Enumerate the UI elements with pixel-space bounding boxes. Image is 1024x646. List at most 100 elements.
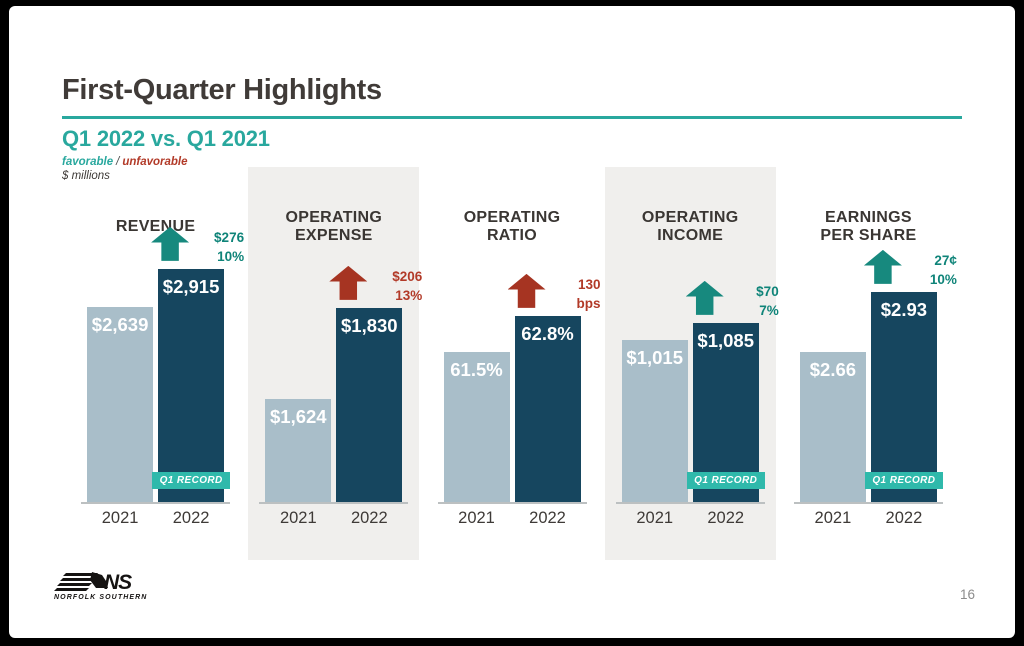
change-indicator-operating-ratio: 130 bps — [507, 273, 601, 314]
metric-title-line: EARNINGS — [824, 208, 912, 226]
bar-2021-operating-expense: $1,624 — [265, 399, 332, 503]
axis-baseline — [615, 502, 765, 504]
year-label-2021: 2021 — [458, 509, 495, 527]
bar-chart-revenue: $2,639 $2,915 $276 10% Q1 RECORD — [81, 226, 244, 504]
axis-baseline — [259, 502, 409, 504]
metric-column-revenue: REVENUE $2,639 $2,915 $276 10% Q1 RECORD 2021 2… — [70, 167, 244, 560]
year-label-2022: 2022 — [350, 509, 388, 527]
metric-title-line: OPERATING — [463, 208, 561, 226]
metric-title-line: EXPENSE — [294, 227, 373, 244]
change-labels: 130 bps — [549, 275, 601, 314]
bar-value-2022: $1,085 — [697, 330, 754, 351]
logo-wordmark: NORFOLK SOUTHERN — [54, 594, 147, 601]
slide-header: First-Quarter Highlights Q1 2022 vs. Q1 … — [62, 74, 962, 182]
year-labels: 2021 2022 — [800, 509, 937, 528]
metric-title-line: OPERATING — [641, 208, 739, 226]
year-labels: 2021 2022 — [265, 509, 402, 528]
page-title: First-Quarter Highlights — [62, 74, 382, 106]
year-label-2021: 2021 — [814, 509, 852, 527]
up-arrow-icon — [685, 280, 724, 315]
bar-value-2021: 61.5% — [450, 359, 503, 380]
change-indicator-operating-income: $70 7% — [685, 280, 779, 321]
bar-2021-operating-ratio: 61.5% — [443, 352, 510, 503]
bar-value-2021: $1,015 — [626, 347, 683, 368]
change-percent: 7% — [759, 303, 779, 319]
change-percent: 10% — [929, 272, 957, 288]
norfolk-southern-logo: NS NORFOLK SOUTHERN — [52, 568, 162, 607]
metric-column-operating-income: OPERATING INCOME $1,015 $1,085 $70 7% Q1 RECOR… — [604, 167, 779, 560]
year-labels: 2021 2022 — [622, 509, 759, 528]
metric-column-operating-ratio: OPERATING RATIO 61.5% 62.8% 130 bps 2021 2022 — [426, 167, 601, 560]
legend-separator: / — [116, 156, 120, 168]
metric-title-earnings-per-share: EARNINGS PER SHARE — [783, 203, 954, 251]
up-arrow-icon — [329, 265, 368, 300]
bar-value-2022: $1,830 — [341, 315, 398, 336]
year-labels: 2021 2022 — [87, 509, 224, 528]
year-label-2021: 2021 — [279, 509, 317, 527]
change-labels: 27¢ 10% — [905, 251, 957, 290]
metric-column-operating-expense: OPERATING EXPENSE $1,624 $1,830 $206 13% 2021 2… — [248, 167, 422, 560]
favorability-legend: favorable / unfavorable — [62, 156, 962, 168]
change-amount: 27¢ — [934, 252, 957, 268]
legend-unfavorable: unfavorable — [122, 156, 188, 168]
bar-chart-operating-income: $1,015 $1,085 $70 7% Q1 RECORD — [615, 251, 779, 504]
bar-2021-earnings-per-share: $2.66 — [799, 352, 866, 503]
year-label-2022: 2022 — [529, 509, 566, 527]
change-indicator-earnings-per-share: 27¢ 10% — [863, 249, 957, 290]
q1-record-badge: Q1 RECORD — [152, 472, 231, 489]
bar-2021-operating-income: $1,015 — [621, 340, 688, 503]
bar-chart-operating-ratio: 61.5% 62.8% 130 bps — [437, 251, 601, 504]
year-labels: 2021 2022 — [444, 509, 581, 528]
metric-title-line: OPERATING — [285, 208, 383, 226]
change-indicator-revenue: $276 10% — [151, 226, 244, 267]
change-amount: $70 — [756, 283, 779, 299]
change-percent: bps — [576, 296, 601, 312]
change-labels: $276 10% — [192, 228, 244, 267]
change-amount: $206 — [392, 268, 423, 284]
year-label-2022: 2022 — [885, 509, 923, 527]
q1-record-badge: Q1 RECORD — [864, 472, 943, 489]
year-label-2022: 2022 — [172, 509, 210, 527]
bar-value-2021: $2,639 — [91, 314, 149, 335]
bar-2022-revenue: $2,915 — [158, 269, 225, 503]
slide: First-Quarter Highlights Q1 2022 vs. Q1 … — [9, 6, 1015, 638]
bar-value-2022: $2,915 — [162, 276, 220, 297]
bar-2021-revenue: $2,639 — [87, 307, 154, 503]
up-arrow-icon — [507, 273, 546, 308]
metric-title-line: INCOME — [657, 227, 724, 244]
metric-title-line: REVENUE — [115, 217, 196, 235]
bar-value-2022: $2.93 — [880, 299, 928, 320]
bar-2022-operating-expense: $1,830 — [336, 308, 403, 503]
change-labels: $70 7% — [727, 282, 779, 321]
change-amount: 130 — [577, 276, 601, 292]
bar-value-2021: $2.66 — [809, 359, 857, 380]
up-arrow-icon — [151, 226, 190, 261]
year-label-2021: 2021 — [636, 509, 674, 527]
bar-value-2022: 62.8% — [521, 323, 574, 344]
change-percent: 13% — [395, 288, 423, 304]
metric-title-operating-expense: OPERATING EXPENSE — [248, 203, 419, 251]
units-note: $ millions — [62, 170, 110, 182]
svg-text:NS: NS — [104, 571, 132, 594]
bar-2022-earnings-per-share: $2.93 — [870, 292, 937, 503]
change-indicator-operating-expense: $206 13% — [329, 265, 422, 306]
year-label-2021: 2021 — [101, 509, 139, 527]
metric-title-operating-ratio: OPERATING RATIO — [426, 203, 597, 251]
page-number: 16 — [959, 587, 975, 602]
metric-title-line: PER SHARE — [820, 227, 917, 244]
metric-title-revenue: REVENUE — [70, 203, 241, 251]
title-rule — [62, 116, 962, 119]
change-amount: $276 — [214, 229, 245, 245]
comparison-subtitle: Q1 2022 vs. Q1 2021 — [62, 126, 270, 151]
axis-baseline — [81, 502, 231, 504]
bar-value-2021: $1,624 — [270, 406, 327, 427]
year-label-2022: 2022 — [707, 509, 745, 527]
axis-baseline — [437, 502, 587, 504]
norfolk-southern-logo-graphic: NS NORFOLK SOUTHERN — [54, 571, 147, 601]
change-percent: 10% — [217, 249, 245, 265]
metrics-row: REVENUE $2,639 $2,915 $276 10% Q1 RECORD 2021 2… — [70, 167, 957, 560]
change-labels: $206 13% — [370, 267, 422, 306]
bar-chart-operating-expense: $1,624 $1,830 $206 13% — [259, 251, 422, 504]
bar-2022-operating-ratio: 62.8% — [514, 316, 581, 503]
q1-record-badge: Q1 RECORD — [686, 472, 765, 489]
